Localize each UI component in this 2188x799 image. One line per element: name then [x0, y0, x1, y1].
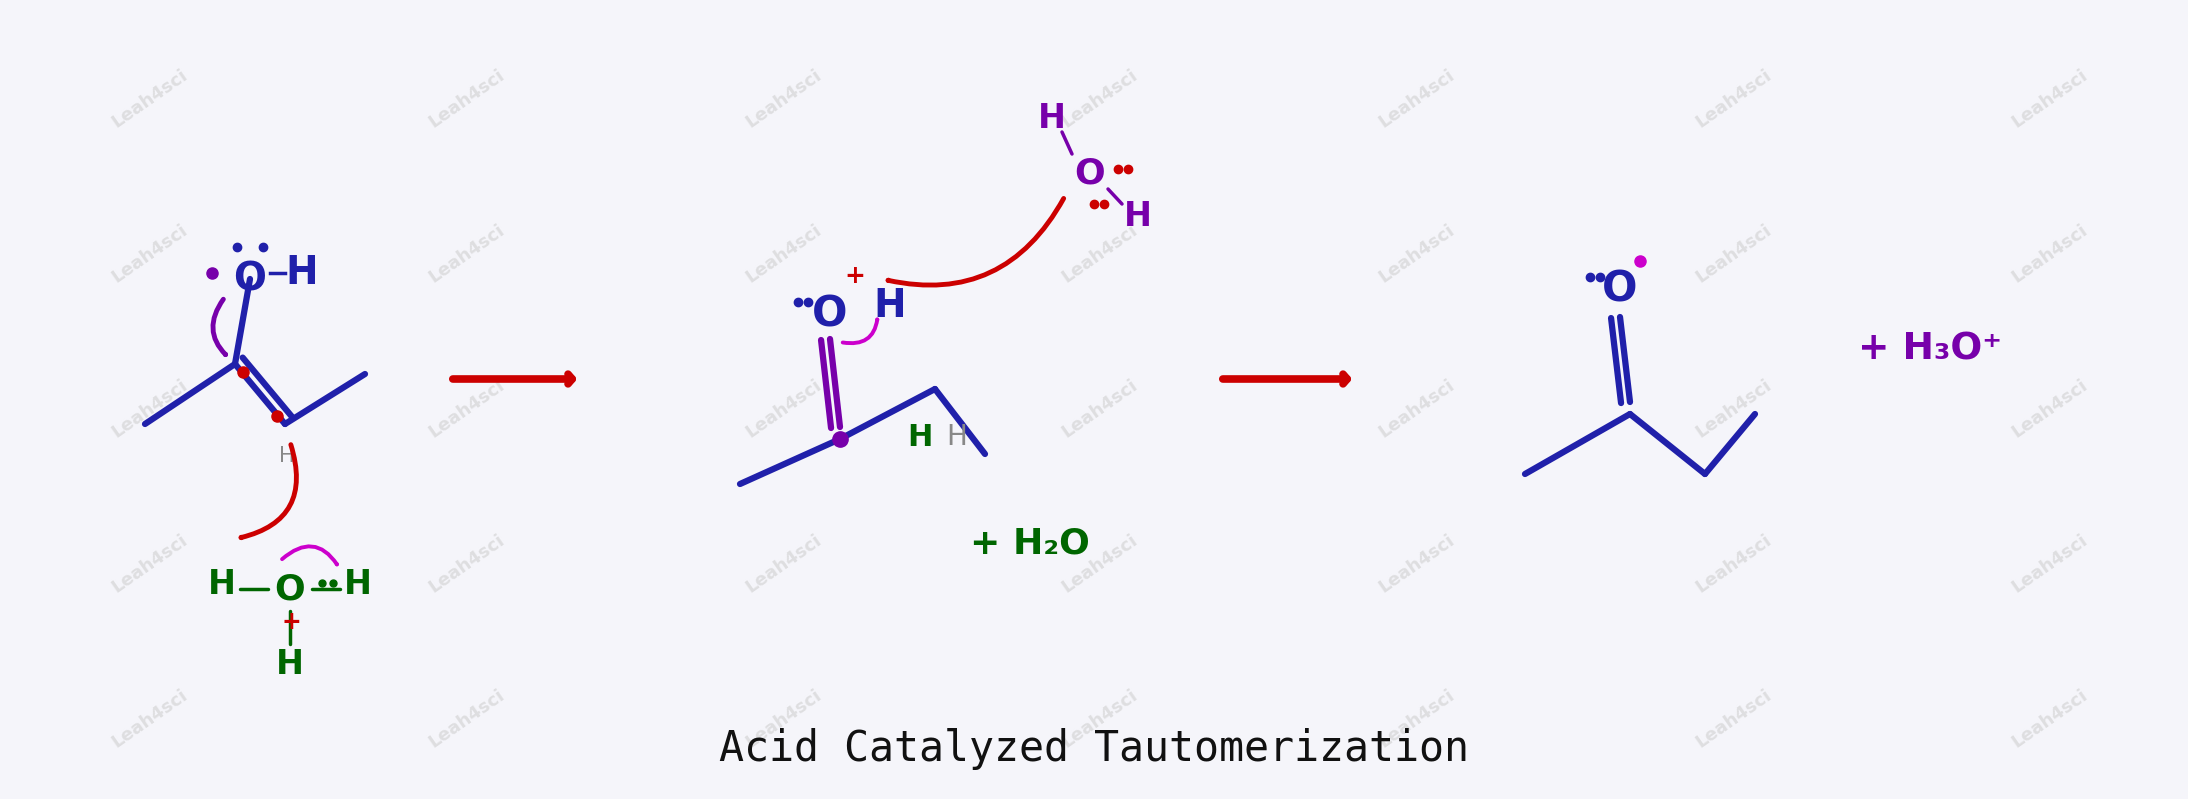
FancyArrowPatch shape — [282, 547, 337, 564]
Text: H: H — [1037, 102, 1066, 136]
Text: Leah4sci: Leah4sci — [742, 376, 825, 442]
Text: Leah4sci: Leah4sci — [742, 531, 825, 597]
Text: +: + — [280, 610, 302, 634]
Text: Leah4sci: Leah4sci — [109, 376, 190, 442]
Text: Leah4sci: Leah4sci — [1691, 66, 1774, 132]
Text: Leah4sci: Leah4sci — [1691, 531, 1774, 597]
Text: H: H — [280, 446, 295, 466]
Text: Leah4sci: Leah4sci — [1376, 376, 1457, 442]
Text: Leah4sci: Leah4sci — [2009, 531, 2092, 597]
Text: Leah4sci: Leah4sci — [424, 686, 508, 752]
Text: Leah4sci: Leah4sci — [1691, 221, 1774, 287]
Text: Leah4sci: Leah4sci — [1376, 686, 1457, 752]
Text: Leah4sci: Leah4sci — [2009, 686, 2092, 752]
Text: Leah4sci: Leah4sci — [1376, 531, 1457, 597]
Text: O: O — [1074, 157, 1105, 191]
Text: O: O — [1602, 268, 1639, 310]
Text: Leah4sci: Leah4sci — [109, 531, 190, 597]
Text: +: + — [845, 264, 866, 288]
FancyArrowPatch shape — [842, 320, 877, 344]
Text: H: H — [1125, 200, 1153, 233]
Text: Leah4sci: Leah4sci — [424, 531, 508, 597]
Text: Leah4sci: Leah4sci — [742, 66, 825, 132]
Text: H: H — [947, 423, 967, 451]
Text: H: H — [873, 287, 906, 325]
Text: H: H — [208, 567, 236, 601]
Text: Leah4sci: Leah4sci — [1059, 376, 1142, 442]
Text: Leah4sci: Leah4sci — [1376, 221, 1457, 287]
Text: Leah4sci: Leah4sci — [109, 221, 190, 287]
Text: Leah4sci: Leah4sci — [1376, 66, 1457, 132]
Text: Leah4sci: Leah4sci — [424, 66, 508, 132]
Text: Leah4sci: Leah4sci — [1691, 376, 1774, 442]
Text: Leah4sci: Leah4sci — [424, 376, 508, 442]
Text: Acid Catalyzed Tautomerization: Acid Catalyzed Tautomerization — [720, 728, 1468, 770]
Text: H: H — [276, 647, 304, 681]
Text: Leah4sci: Leah4sci — [1059, 221, 1142, 287]
Text: O: O — [234, 260, 267, 298]
Text: Leah4sci: Leah4sci — [109, 686, 190, 752]
Text: O: O — [812, 293, 847, 335]
Text: O: O — [276, 572, 306, 606]
Text: Leah4sci: Leah4sci — [2009, 66, 2092, 132]
Text: H: H — [287, 254, 317, 292]
Text: Leah4sci: Leah4sci — [2009, 376, 2092, 442]
Text: Leah4sci: Leah4sci — [1059, 531, 1142, 597]
Text: Leah4sci: Leah4sci — [1059, 686, 1142, 752]
FancyArrowPatch shape — [212, 300, 225, 355]
Text: + H₂O: + H₂O — [969, 527, 1090, 561]
Text: Leah4sci: Leah4sci — [742, 221, 825, 287]
FancyArrowPatch shape — [241, 445, 295, 538]
Text: Leah4sci: Leah4sci — [424, 221, 508, 287]
Text: H: H — [344, 567, 372, 601]
FancyArrowPatch shape — [888, 198, 1063, 285]
Text: H: H — [908, 423, 932, 451]
Text: Leah4sci: Leah4sci — [742, 686, 825, 752]
Text: + H₃O⁺: + H₃O⁺ — [1858, 331, 2002, 367]
Text: Leah4sci: Leah4sci — [2009, 221, 2092, 287]
Text: Leah4sci: Leah4sci — [1691, 686, 1774, 752]
Text: Leah4sci: Leah4sci — [109, 66, 190, 132]
Text: Leah4sci: Leah4sci — [1059, 66, 1142, 132]
